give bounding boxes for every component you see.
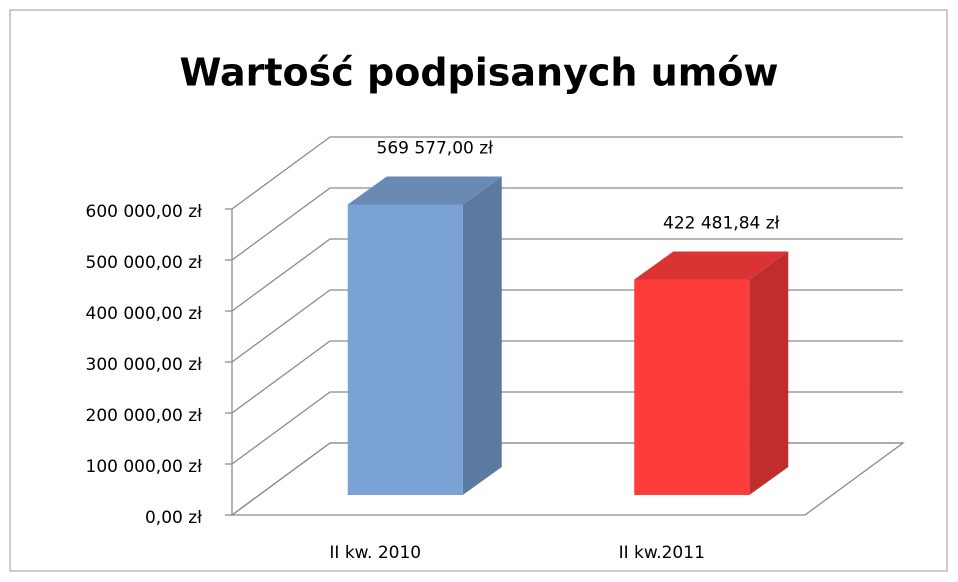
bar-top	[634, 251, 789, 280]
bar	[634, 251, 789, 495]
value-label: 569 577,00 zł	[377, 139, 494, 159]
x-tick-label: II kw. 2010	[329, 543, 421, 563]
bar-side	[749, 251, 789, 495]
bar-front	[347, 204, 463, 495]
grid-line	[231, 187, 903, 261]
bar-side	[462, 176, 502, 495]
value-label: 422 481,84 zł	[663, 214, 780, 234]
y-tick-label: 0,00 zł	[145, 508, 202, 528]
y-tick-label: 600 000,00 zł	[86, 202, 203, 222]
y-tick-label: 200 000,00 zł	[86, 406, 203, 426]
bar-front	[634, 279, 750, 495]
bar-top	[347, 176, 502, 205]
grid-line	[231, 136, 903, 210]
y-tick-label: 400 000,00 zł	[86, 304, 203, 324]
y-tick-label: 300 000,00 zł	[86, 355, 203, 375]
y-tick-label: 100 000,00 zł	[86, 457, 203, 477]
x-tick-label: II kw.2011	[619, 543, 705, 563]
grid-line	[231, 238, 903, 312]
chart-title: Wartość podpisanych umów	[179, 51, 778, 95]
bar	[347, 176, 502, 495]
y-tick-label: 500 000,00 zł	[86, 253, 203, 273]
